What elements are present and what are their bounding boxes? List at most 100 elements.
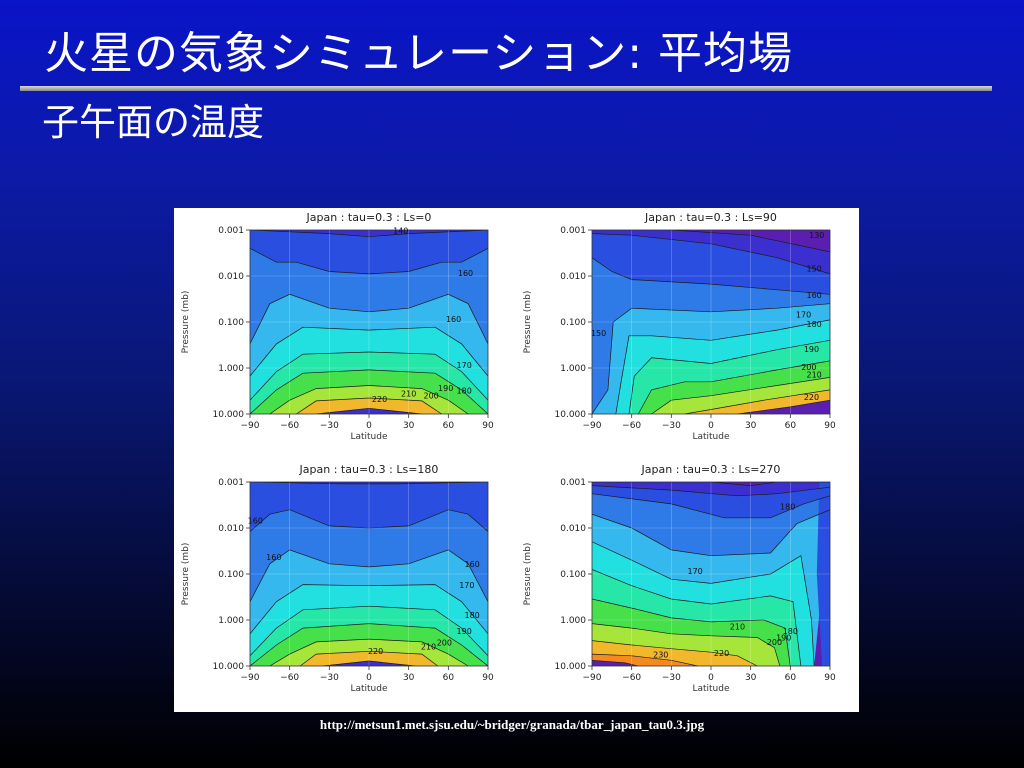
contour-label: 190 (457, 627, 472, 636)
contour-label: 230 (653, 650, 668, 659)
x-tick-label: −90 (583, 421, 602, 431)
contour-label: 150 (806, 265, 821, 274)
y-axis-label: Pressure (mb) (181, 291, 191, 354)
contour-label: 160 (266, 553, 281, 562)
x-axis-label: Latitude (350, 432, 388, 442)
contour-line-160 (250, 549, 488, 602)
x-tick-label: −60 (280, 421, 299, 431)
contour-label: 170 (796, 311, 811, 320)
x-tick-label: 90 (824, 673, 836, 683)
contour-band-130 (592, 230, 830, 252)
source-url[interactable]: http://metsun1.met.sjsu.edu/~bridger/gra… (319, 717, 705, 732)
slide-title: 火星の気象シミュレーション: 平均場 (44, 28, 794, 79)
contour-band-180 (250, 584, 488, 656)
y-axis-label: Pressure (mb) (523, 543, 533, 606)
x-axis-label: Latitude (692, 684, 730, 694)
contour-line-200 (651, 377, 830, 414)
panel-title: Japan : tau=0.3 : Ls=270 (641, 463, 781, 476)
panel-ls180: 220 210 200 190 180 170 160 160 160 Japan : tau=0… (174, 460, 516, 712)
contour-label: 180 (457, 387, 472, 396)
y-tick-label: 1.000 (218, 616, 244, 626)
contour-fill-group (592, 482, 830, 666)
y-tick-label: 1.000 (218, 364, 244, 374)
contour-band-210 (592, 623, 780, 666)
contour-line-220 (322, 660, 416, 666)
y-tick-label: 0.010 (218, 272, 244, 282)
chart-ls180: 220 210 200 190 180 170 160 160 160 Japan : tau=0… (181, 463, 494, 694)
x-tick-label: −30 (662, 673, 681, 683)
contour-band-180 (592, 541, 815, 666)
contour-band-200 (638, 360, 830, 414)
contour-line-160 (250, 293, 488, 345)
contour-band-160 (592, 493, 830, 556)
x-tick-label: −30 (662, 421, 681, 431)
contour-band-150 (592, 485, 830, 518)
contour-band-180 (250, 327, 488, 401)
y-tick-label: 0.100 (560, 318, 586, 328)
contour-line-230 (592, 659, 639, 666)
x-tick-label: −30 (320, 673, 339, 683)
contour-band-190 (592, 569, 801, 666)
contour-line-220 (316, 407, 422, 414)
contour-label: 200 (801, 363, 816, 372)
contour-band-200 (250, 369, 488, 414)
y-axis-label: Pressure (mb) (523, 291, 533, 354)
x-axis-label: Latitude (692, 432, 730, 442)
panel-title: Japan : tau=0.3 : Ls=0 (306, 211, 432, 224)
y-tick-label: 1.000 (560, 364, 586, 374)
slide-subtitle: 子午面の温度 (42, 101, 264, 144)
contour-band-150 (816, 482, 830, 666)
y-tick-label: 0.010 (218, 524, 244, 534)
y-tick-label: 1.000 (560, 616, 586, 626)
y-tick-label: 10.000 (213, 410, 245, 420)
contour-line-190 (592, 598, 791, 666)
x-tick-label: −90 (583, 673, 602, 683)
contour-band-170 (592, 303, 830, 414)
contour-band-170 (250, 549, 488, 634)
contour-band-140 (250, 482, 488, 484)
contour-label: 210 (806, 370, 821, 379)
contour-line-150 (250, 247, 488, 275)
contour-band-140 (592, 482, 830, 496)
x-tick-label: 90 (482, 673, 494, 683)
title-divider (20, 86, 992, 91)
contour-line-130 (592, 482, 830, 486)
y-tick-label: 0.001 (560, 226, 586, 236)
contour-label: 180 (464, 611, 479, 620)
contour-line-170 (615, 319, 830, 414)
contour-line-210 (296, 397, 442, 414)
x-tick-label: −90 (241, 421, 260, 431)
contour-fill-group (592, 230, 830, 414)
contour-band-180 (615, 319, 830, 414)
y-tick-label: 10.000 (555, 662, 587, 672)
contour-band-210 (269, 385, 469, 414)
contour-line-140 (592, 233, 830, 275)
x-axis-label: Latitude (350, 684, 388, 694)
contour-label: 210 (401, 390, 416, 399)
contour-band-220 (592, 640, 758, 666)
contour-line-160 (592, 509, 830, 557)
contour-line-150 (592, 257, 830, 295)
contour-label: 180 (783, 627, 798, 636)
contour-label: 180 (780, 503, 795, 512)
contour-band-150 (250, 230, 488, 274)
contour-line-150 (592, 493, 830, 519)
contour-line-190 (250, 623, 488, 666)
contour-line-160 (592, 303, 830, 414)
y-tick-label: 0.001 (560, 478, 586, 488)
contour-line-210 (592, 640, 758, 666)
x-tick-label: 0 (708, 421, 714, 431)
contour-band-230 (592, 654, 698, 666)
y-tick-label: 0.001 (218, 226, 244, 236)
x-tick-label: −60 (622, 673, 641, 683)
x-tick-label: 30 (403, 673, 415, 683)
y-tick-label: 0.100 (218, 570, 244, 580)
contour-fill-group (250, 482, 488, 666)
contour-label: 130 (809, 231, 824, 240)
contour-line-170 (250, 584, 488, 635)
contour-band-160 (592, 257, 830, 414)
contour-label: 170 (459, 581, 474, 590)
contour-label: 220 (804, 393, 819, 402)
contour-line-210 (684, 389, 830, 414)
